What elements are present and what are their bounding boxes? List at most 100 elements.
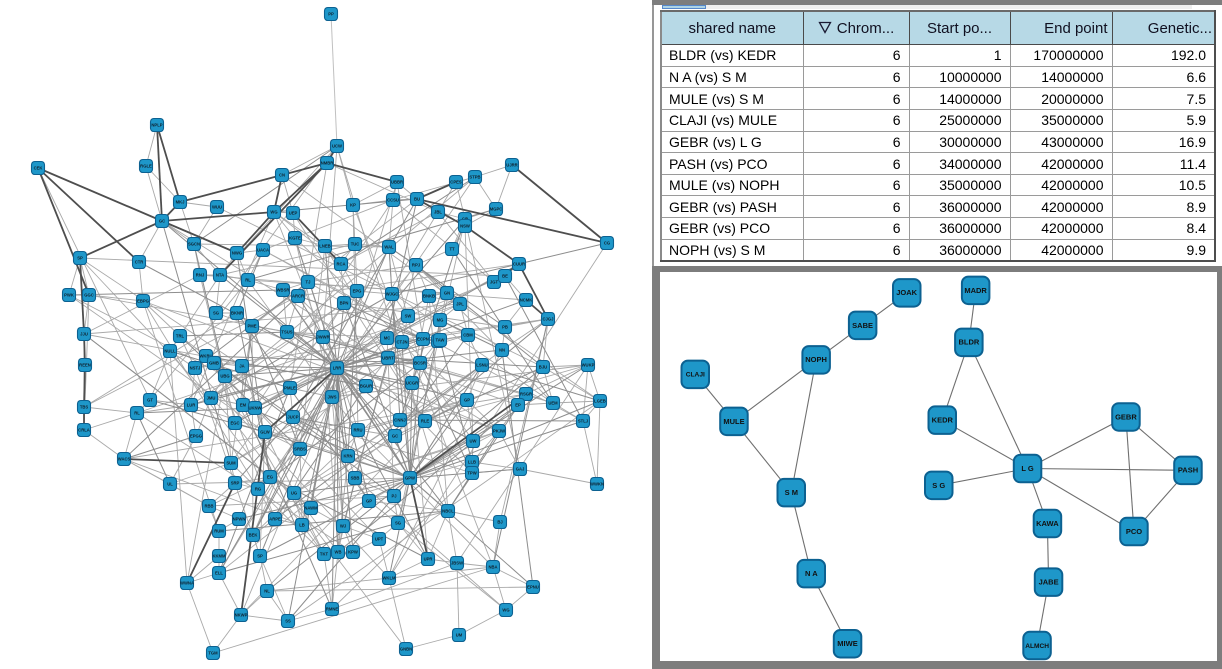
svg-text:EPGG: EPGG	[190, 434, 202, 439]
svg-text:CPES: CPES	[450, 180, 462, 185]
svg-text:SS: SS	[285, 619, 291, 624]
svg-text:UM: UM	[456, 633, 463, 638]
svg-text:WJGC: WJGC	[386, 292, 399, 297]
svg-text:LB: LB	[299, 523, 305, 528]
svg-text:NAWM: NAWM	[304, 506, 318, 511]
svg-text:TPW: TPW	[467, 471, 476, 476]
svg-text:ECPN: ECPN	[417, 337, 429, 342]
svg-text:MC: MC	[384, 336, 391, 341]
svg-text:MKJ: MKJ	[176, 200, 186, 205]
svg-text:CUUR: CUUR	[513, 262, 525, 267]
svg-text:MULE: MULE	[723, 417, 744, 426]
svg-text:BLDR: BLDR	[958, 338, 979, 347]
svg-text:WBSR: WBSR	[277, 288, 290, 293]
svg-text:SGCN: SGCN	[188, 242, 200, 247]
svg-text:CNNJ: CNNJ	[394, 418, 406, 423]
svg-text:LGEB: LGEB	[594, 399, 606, 404]
svg-text:L G: L G	[1021, 464, 1034, 473]
svg-text:CRLA: CRLA	[78, 428, 90, 433]
svg-text:MIWE: MIWE	[837, 639, 857, 648]
svg-text:ARPE: ARPE	[269, 517, 281, 522]
svg-text:SRBS: SRBS	[294, 447, 306, 452]
svg-text:JWS: JWS	[327, 395, 336, 400]
svg-text:GLW: GLW	[260, 430, 270, 435]
svg-text:EP: EP	[515, 403, 521, 408]
svg-text:RCA: RCA	[336, 262, 345, 267]
svg-text:UEM: UEM	[548, 401, 558, 406]
svg-text:BNKB: BNKB	[423, 294, 435, 299]
svg-text:EM: EM	[240, 403, 247, 408]
svg-text:PB: PB	[502, 325, 508, 330]
svg-text:UJRR: UJRR	[506, 163, 517, 168]
svg-text:SABE: SABE	[852, 321, 873, 330]
svg-text:GMB: GMB	[209, 361, 219, 366]
svg-text:UACA: UACA	[257, 248, 269, 253]
svg-text:EG: EG	[267, 475, 273, 480]
svg-text:SG: SG	[213, 311, 219, 316]
svg-text:JPL: JPL	[456, 302, 464, 307]
svg-text:EPG: EPG	[353, 289, 362, 294]
svg-text:LRR: LRR	[333, 366, 342, 371]
svg-text:NL: NL	[264, 589, 270, 594]
svg-text:CBM: CBM	[463, 333, 473, 338]
svg-text:RSGR: RSGR	[520, 392, 532, 397]
svg-text:SBB: SBB	[351, 476, 360, 481]
svg-text:N A: N A	[805, 569, 818, 578]
svg-text:SW: SW	[405, 314, 412, 319]
svg-text:MADR: MADR	[964, 286, 987, 295]
svg-text:UG: UG	[291, 491, 297, 496]
svg-text:NCMK: NCMK	[520, 298, 533, 303]
svg-text:PME: PME	[247, 324, 256, 329]
svg-text:JBSW: JBSW	[451, 561, 463, 566]
svg-text:GNBN: GNBN	[400, 647, 412, 652]
svg-text:BJ: BJ	[497, 520, 503, 525]
svg-text:RPJ: RPJ	[412, 263, 421, 268]
svg-text:KGTE: KGTE	[289, 236, 301, 241]
svg-text:CN: CN	[279, 173, 285, 178]
svg-text:KEDR: KEDR	[932, 416, 954, 425]
svg-text:GGC: GGC	[84, 293, 94, 298]
svg-text:LLB: LLB	[468, 460, 476, 465]
svg-text:GP: GP	[464, 398, 470, 403]
svg-text:WACS: WACS	[118, 457, 131, 462]
svg-text:BJU: BJU	[539, 365, 547, 370]
svg-text:PMLE: PMLE	[284, 386, 296, 391]
svg-text:RL: RL	[245, 278, 251, 283]
svg-text:LUR: LUR	[187, 403, 196, 408]
svg-text:UW: UW	[470, 439, 477, 444]
svg-text:KKMM: KKMM	[212, 554, 226, 559]
svg-text:TJ: TJ	[306, 280, 312, 285]
svg-text:GC: GC	[159, 219, 165, 224]
svg-text:NSTJ: NSTJ	[190, 366, 201, 371]
svg-text:BCSR: BCSR	[414, 361, 426, 366]
svg-text:GEBR: GEBR	[1115, 412, 1137, 421]
svg-text:BU: BU	[414, 197, 420, 202]
svg-text:UBG: UBG	[220, 374, 229, 379]
svg-text:LSNU: LSNU	[476, 363, 487, 368]
svg-text:NBCL: NBCL	[442, 509, 454, 514]
svg-text:PWK: PWK	[64, 293, 74, 298]
svg-text:WUU: WUU	[212, 205, 222, 210]
svg-text:WWNA: WWNA	[180, 581, 194, 586]
svg-text:SUM: SUM	[226, 461, 236, 466]
svg-text:UBRT: UBRT	[382, 356, 394, 361]
svg-text:TSUS: TSUS	[281, 330, 292, 335]
svg-text:RUM: RUM	[214, 529, 224, 534]
svg-text:BPN: BPN	[340, 301, 349, 306]
svg-text:TUC: TUC	[351, 242, 360, 247]
svg-text:BGUR: BGUR	[360, 384, 372, 389]
svg-text:UPR: UPR	[424, 557, 433, 562]
svg-text:SP: SP	[257, 554, 263, 559]
svg-text:NBA: NBA	[488, 565, 497, 570]
svg-text:S M: S M	[785, 488, 798, 497]
svg-text:WAL: WAL	[384, 245, 394, 250]
svg-text:GAJ: GAJ	[516, 467, 525, 472]
svg-text:JBL: JBL	[434, 210, 442, 215]
svg-text:CTJN: CTJN	[397, 340, 408, 345]
svg-text:ELL: ELL	[215, 571, 223, 576]
svg-text:RMNE: RMNE	[326, 607, 339, 612]
svg-text:STLJ: STLJ	[578, 419, 589, 424]
svg-text:NOPH: NOPH	[805, 355, 827, 364]
svg-text:EGC: EGC	[230, 421, 239, 426]
svg-text:TGM: TGM	[208, 651, 218, 656]
